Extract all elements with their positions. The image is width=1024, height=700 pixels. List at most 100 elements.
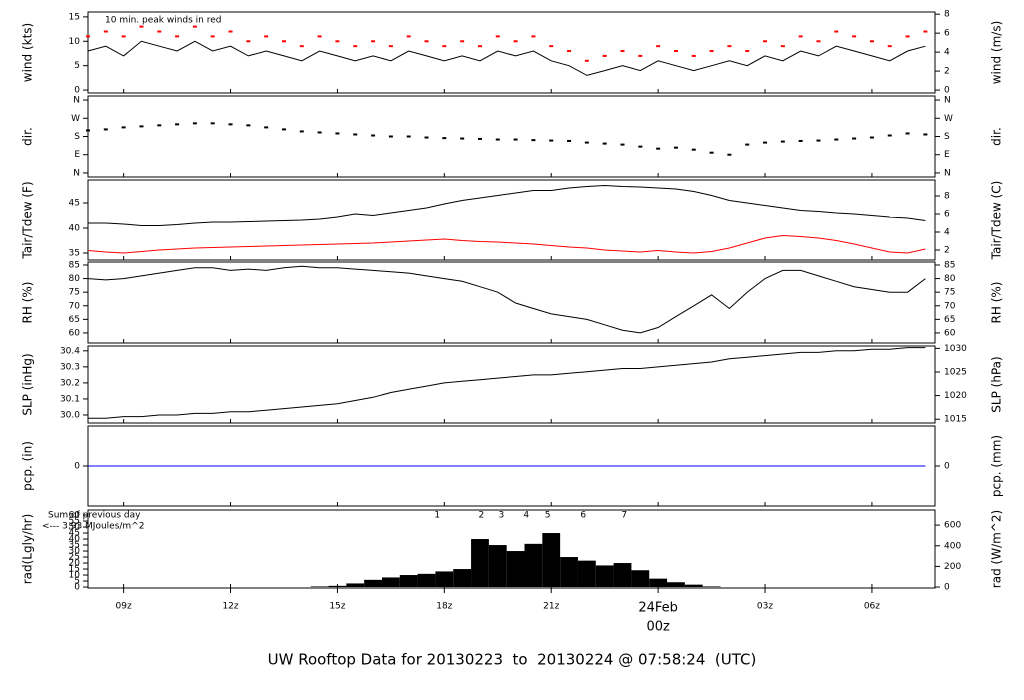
rad-bar bbox=[631, 570, 650, 588]
time-marker: 5 bbox=[545, 511, 551, 521]
y2-axis-label: wind (m/s) bbox=[990, 21, 1004, 85]
time-marker: 6 bbox=[580, 511, 586, 521]
rad-bar bbox=[435, 571, 454, 588]
data-dot bbox=[798, 139, 803, 142]
y-tick-label: 30.2 bbox=[60, 378, 80, 388]
series-line bbox=[87, 265, 926, 334]
data-dot bbox=[175, 123, 180, 126]
x-tick-label: 15z bbox=[329, 602, 345, 612]
y-tick-label: 30.1 bbox=[60, 394, 80, 404]
rad-bar bbox=[364, 579, 382, 588]
data-dot bbox=[442, 137, 447, 140]
data-dot bbox=[656, 45, 661, 48]
y2-tick-label: 70 bbox=[944, 301, 956, 311]
data-dot bbox=[763, 141, 768, 144]
rad-bar bbox=[542, 533, 561, 588]
data-dot bbox=[103, 128, 108, 131]
y-axis-label: dir. bbox=[21, 127, 35, 146]
y-axis-label: pcp. (in) bbox=[21, 441, 35, 491]
data-dot bbox=[638, 54, 643, 57]
y-tick-label: E bbox=[74, 150, 80, 160]
y-tick-label: 60 bbox=[69, 328, 81, 338]
data-dot bbox=[709, 151, 714, 154]
y-tick-label: 0 bbox=[74, 86, 80, 96]
data-dot bbox=[584, 141, 589, 144]
y2-tick-label: 75 bbox=[944, 288, 955, 298]
data-dot bbox=[727, 45, 732, 48]
data-dot bbox=[175, 35, 180, 38]
data-dot bbox=[584, 59, 589, 62]
y-tick-label: 60 bbox=[69, 511, 81, 521]
data-dot bbox=[460, 137, 465, 140]
rad-bar bbox=[560, 557, 578, 588]
data-dot bbox=[121, 126, 126, 129]
y2-tick-label: 6 bbox=[944, 29, 950, 39]
series-line bbox=[88, 347, 926, 419]
y-tick-label: 25 bbox=[69, 553, 80, 563]
data-dot bbox=[673, 146, 678, 149]
data-dot bbox=[192, 25, 197, 28]
data-dot bbox=[228, 30, 233, 33]
y2-axis-label: RH (%) bbox=[990, 282, 1004, 324]
y-tick-label: S bbox=[74, 132, 80, 142]
data-dot bbox=[406, 35, 411, 38]
x-tick-label: 12z bbox=[222, 602, 238, 612]
time-marker: 4 bbox=[523, 511, 529, 521]
y-tick-label: 20 bbox=[69, 559, 81, 569]
data-dot bbox=[905, 35, 910, 38]
data-dot bbox=[157, 124, 162, 127]
data-dot bbox=[371, 40, 376, 43]
data-dot bbox=[157, 30, 162, 33]
y-tick-label: 40 bbox=[69, 535, 81, 545]
data-dot bbox=[353, 45, 358, 48]
data-dot bbox=[531, 139, 536, 142]
x-tick-label: 09z bbox=[116, 602, 132, 612]
y-tick-label: W bbox=[71, 114, 80, 124]
y2-tick-label: 85 bbox=[944, 260, 955, 270]
time-marker: 2 bbox=[479, 511, 485, 521]
y2-axis-label: rad (W/m^2) bbox=[990, 510, 1004, 588]
y2-tick-label: 8 bbox=[944, 10, 950, 20]
y2-tick-label: N bbox=[944, 168, 951, 178]
data-dot bbox=[887, 134, 892, 137]
y-tick-label: 85 bbox=[69, 260, 80, 270]
rad-bar bbox=[346, 583, 365, 588]
data-dot bbox=[121, 35, 126, 38]
data-dot bbox=[727, 153, 732, 156]
data-dot bbox=[477, 137, 482, 140]
y-tick-label: 15 bbox=[69, 12, 80, 22]
x-tick-label: 24Feb bbox=[638, 601, 678, 616]
data-dot bbox=[281, 128, 286, 131]
y-tick-label: N bbox=[73, 96, 80, 106]
y-tick-label: 30 bbox=[69, 547, 81, 557]
y2-tick-label: 1020 bbox=[944, 391, 967, 401]
data-dot bbox=[192, 122, 197, 125]
data-dot bbox=[210, 35, 215, 38]
panel-frame bbox=[87, 261, 936, 344]
data-dot bbox=[353, 133, 358, 136]
y-tick-label: 40 bbox=[69, 224, 81, 234]
data-dot bbox=[549, 139, 554, 142]
data-dot bbox=[86, 129, 90, 132]
time-marker: 3 bbox=[498, 511, 504, 521]
side-note: <--- 3.93 MJoules/m^2 bbox=[42, 522, 144, 532]
y-tick-label: 35 bbox=[69, 541, 80, 551]
x-tick-label: 18z bbox=[436, 602, 452, 612]
rad-bar bbox=[506, 551, 525, 588]
y-tick-label: 70 bbox=[69, 301, 81, 311]
rad-bar bbox=[310, 586, 329, 588]
y2-tick-label: 1015 bbox=[944, 415, 967, 425]
y2-tick-label: 200 bbox=[944, 562, 961, 572]
data-dot bbox=[317, 131, 322, 134]
data-dot bbox=[602, 142, 607, 145]
y-axis-label: RH (%) bbox=[21, 282, 35, 324]
data-dot bbox=[816, 40, 821, 43]
data-dot bbox=[495, 138, 500, 141]
data-dot bbox=[567, 139, 572, 142]
data-dot bbox=[264, 126, 269, 129]
data-dot bbox=[816, 139, 821, 142]
data-dot bbox=[869, 136, 874, 139]
y2-tick-label: N bbox=[944, 96, 951, 106]
y2-tick-label: 1025 bbox=[944, 367, 967, 377]
data-dot bbox=[228, 123, 233, 126]
